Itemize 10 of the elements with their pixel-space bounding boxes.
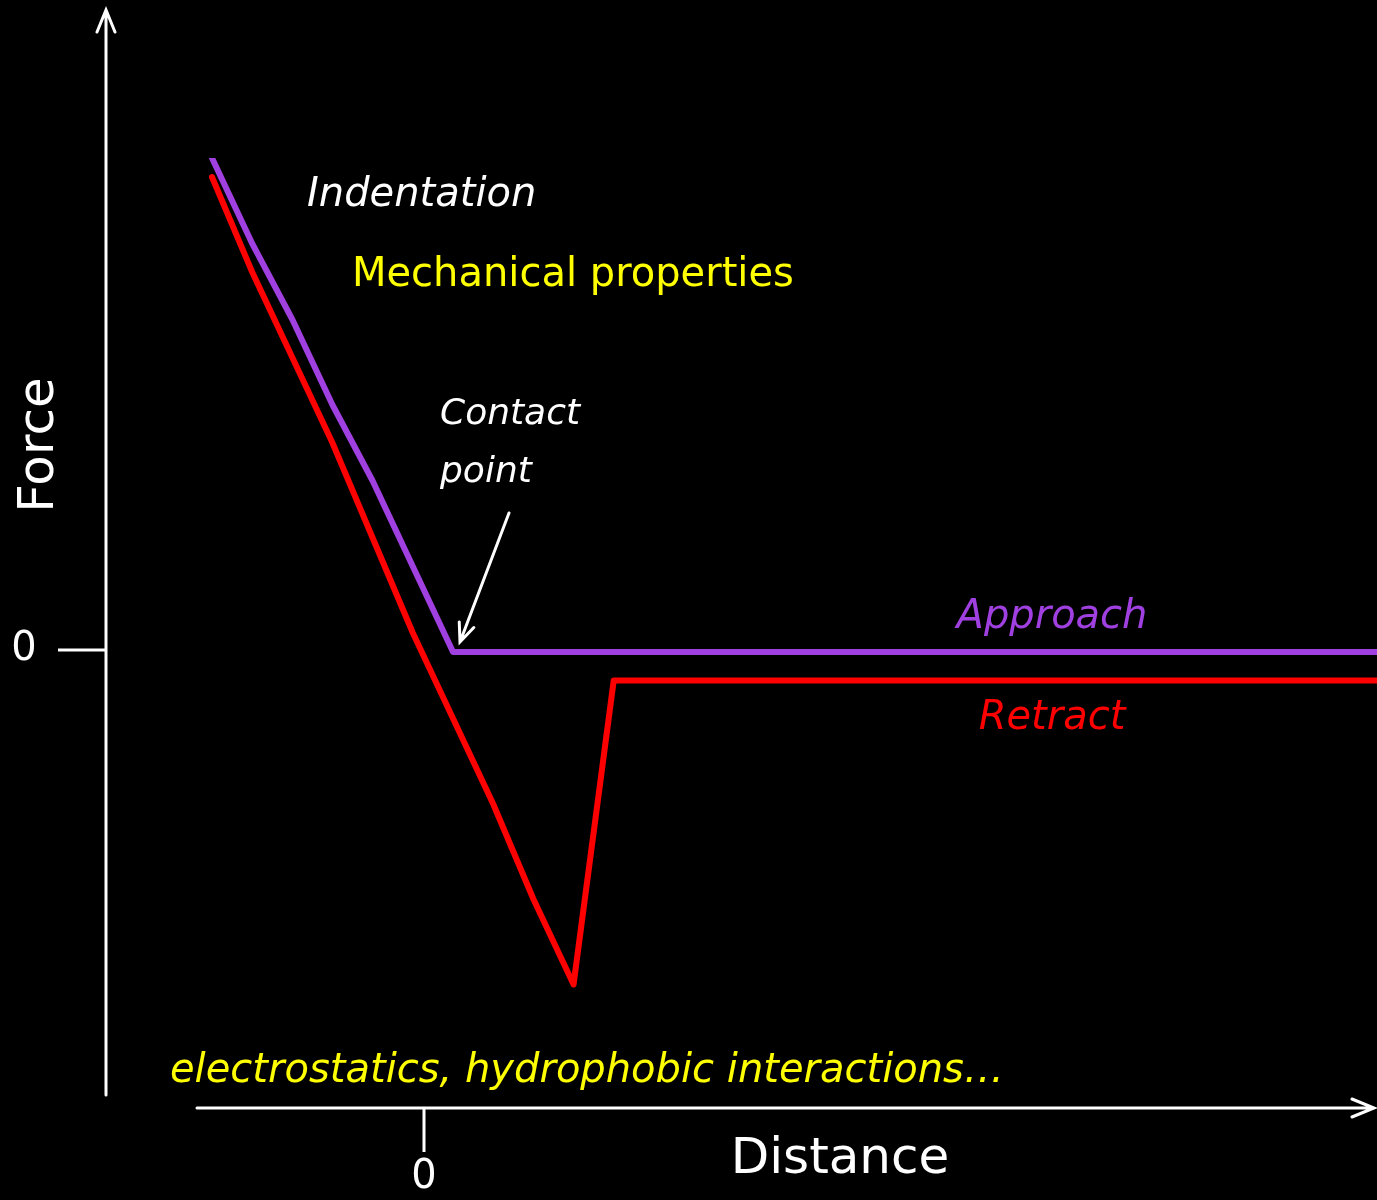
annotation: electrostatics, hydrophobic interactions… xyxy=(170,1045,1004,1092)
series-label: Approach xyxy=(953,591,1148,638)
y-axis-title: Force xyxy=(6,377,65,513)
series-label: Retract xyxy=(978,691,1127,738)
annotation: Contact point xyxy=(439,391,582,491)
annotation: Indentation xyxy=(307,169,537,216)
text: 0 xyxy=(11,623,37,670)
text: 0 xyxy=(411,1151,437,1198)
annotation: Mechanical properties xyxy=(352,249,794,296)
x-axis-title: Distance xyxy=(730,1126,950,1185)
